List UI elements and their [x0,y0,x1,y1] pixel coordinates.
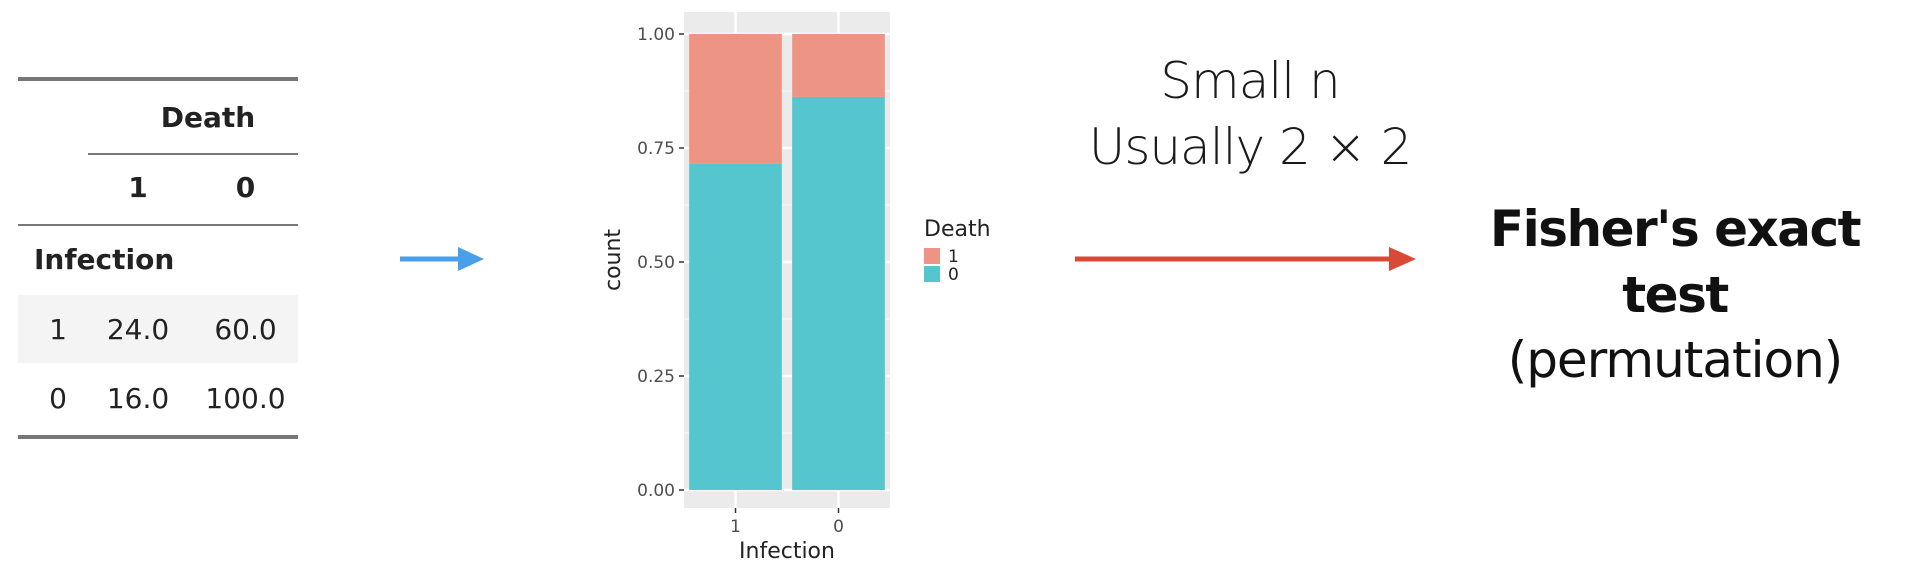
test-name: Fisher's exact test [1489,200,1862,324]
table-top-rule [18,77,298,81]
x-tick-label: 1 [730,517,741,537]
arrow-blue-head [458,247,484,271]
x-axis-title: Infection [739,539,835,564]
condition-line-2: Usually 2 × 2 [1088,118,1413,176]
legend-label-0: 0 [948,265,959,285]
cell-r0-c1: 16.0 [106,382,170,415]
condition-line-1: Small n [1160,52,1340,110]
column-group-header: Death [160,101,256,134]
table-bottom-rule [18,435,298,439]
legend-swatch-1 [924,248,940,264]
condition-note: Small n Usually 2 × 2 [1060,48,1440,180]
row-label-1: 1 [49,313,67,346]
bar-infection-1-death-0 [689,163,782,490]
bar-infection-0-death-1 [792,34,885,97]
y-axis-title: count [601,229,626,291]
table-header-rule [18,224,298,226]
x-tick-label: 0 [833,517,844,537]
column-header-0: 0 [235,171,256,204]
legend-swatch-0 [924,266,940,282]
cell-r1-c0: 60.0 [214,313,277,346]
bar-infection-0-death-0 [792,96,885,490]
bar-infection-1-death-1 [689,34,782,164]
row-label-0: 0 [49,382,67,415]
cell-r1-c1: 24.0 [106,313,170,346]
arrow-right-red-icon [1075,247,1416,271]
cell-r0-c0: 100.0 [205,382,286,415]
y-tick-label: 1.00 [637,25,675,45]
arrow-right-blue-icon [400,247,484,271]
y-tick-label: 0.75 [637,139,675,159]
legend-label-1: 1 [948,247,959,267]
test-result: Fisher's exact test (permutation) [1440,196,1910,392]
y-tick-label: 0.25 [637,367,675,387]
test-subtitle: (permutation) [1507,331,1844,389]
y-tick-label: 0.00 [637,481,675,501]
y-tick-label: 0.50 [637,253,675,273]
arrow-red-head [1389,247,1416,271]
column-header-1: 1 [128,171,148,204]
row-group-header: Infection [34,243,175,276]
table-row-shade [18,295,298,363]
column-group-rule [88,153,298,155]
legend-title: Death [924,217,991,242]
